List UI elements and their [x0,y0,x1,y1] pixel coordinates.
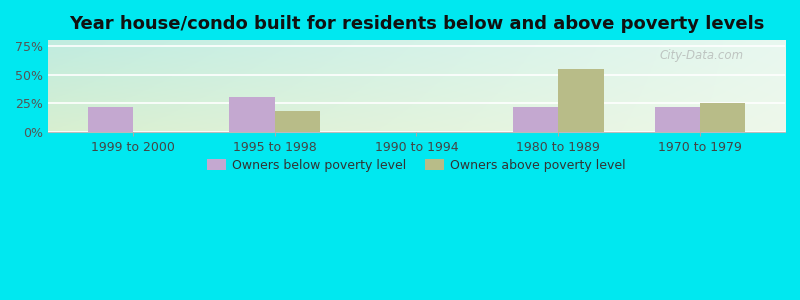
Bar [230,98,274,132]
Text: City-Data.com: City-Data.com [660,49,744,62]
Bar [274,111,320,132]
Bar [700,103,746,132]
Bar [513,107,558,132]
Legend: Owners below poverty level, Owners above poverty level: Owners below poverty level, Owners above… [202,154,630,177]
Bar [654,107,700,132]
Bar [558,69,603,132]
Bar [87,107,133,132]
Title: Year house/condo built for residents below and above poverty levels: Year house/condo built for residents bel… [69,15,764,33]
